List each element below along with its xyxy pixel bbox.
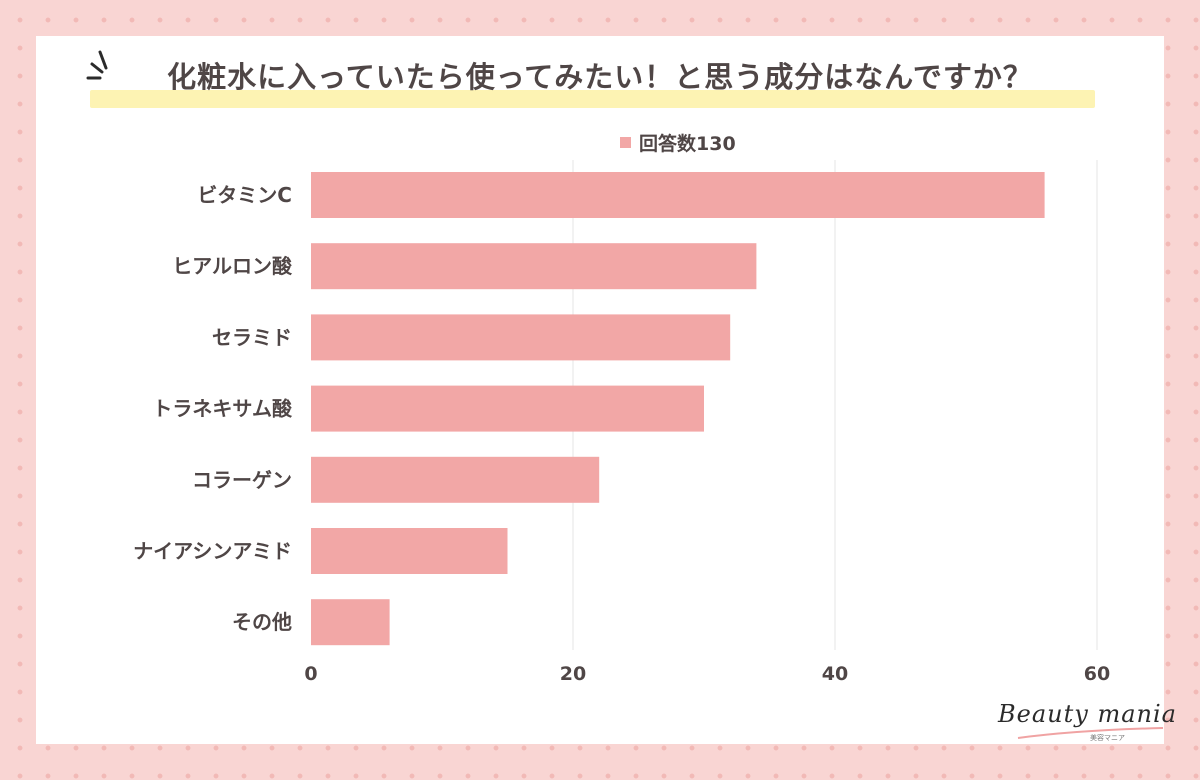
bar bbox=[311, 599, 390, 646]
x-tick-label: 60 bbox=[1084, 663, 1110, 685]
bar bbox=[311, 243, 757, 290]
category-label: コラーゲン bbox=[192, 468, 292, 492]
category-label: ヒアルロン酸 bbox=[172, 254, 293, 278]
legend-swatch bbox=[620, 136, 631, 148]
x-tick-labels: 0 20 40 60 bbox=[304, 663, 1110, 685]
bar bbox=[311, 456, 600, 503]
bar bbox=[311, 172, 1045, 218]
legend: 回答数130 bbox=[620, 130, 736, 155]
category-label: セラミド bbox=[212, 325, 292, 349]
chart-title: 化粧水に入っていたら使ってみたい！と思う成分はなんですか？ bbox=[167, 60, 1033, 94]
legend-label: 回答数130 bbox=[639, 132, 736, 155]
accent-spark-icon bbox=[86, 50, 108, 80]
brand-name: Beauty mania bbox=[998, 700, 1177, 728]
category-label: ビタミンC bbox=[197, 183, 292, 207]
x-tick-label: 40 bbox=[822, 663, 848, 685]
title-block: 化粧水に入っていたら使ってみたい！と思う成分はなんですか？ bbox=[86, 46, 1110, 112]
brand-logo: Beauty mania 美容マニア bbox=[998, 700, 1176, 750]
x-tick-label: 0 bbox=[304, 663, 317, 685]
bar bbox=[311, 385, 704, 432]
brand-subtitle: 美容マニア bbox=[1090, 734, 1125, 742]
category-label: トラネキサム酸 bbox=[152, 397, 293, 421]
x-tick-label: 20 bbox=[560, 663, 586, 685]
bars bbox=[311, 172, 1045, 646]
category-label: その他 bbox=[232, 610, 292, 634]
category-label: ナイアシンアミド bbox=[133, 539, 292, 563]
bar bbox=[311, 314, 731, 361]
brand-swash-icon bbox=[1017, 727, 1164, 739]
bar bbox=[311, 528, 508, 574]
title-highlight bbox=[90, 90, 1095, 108]
